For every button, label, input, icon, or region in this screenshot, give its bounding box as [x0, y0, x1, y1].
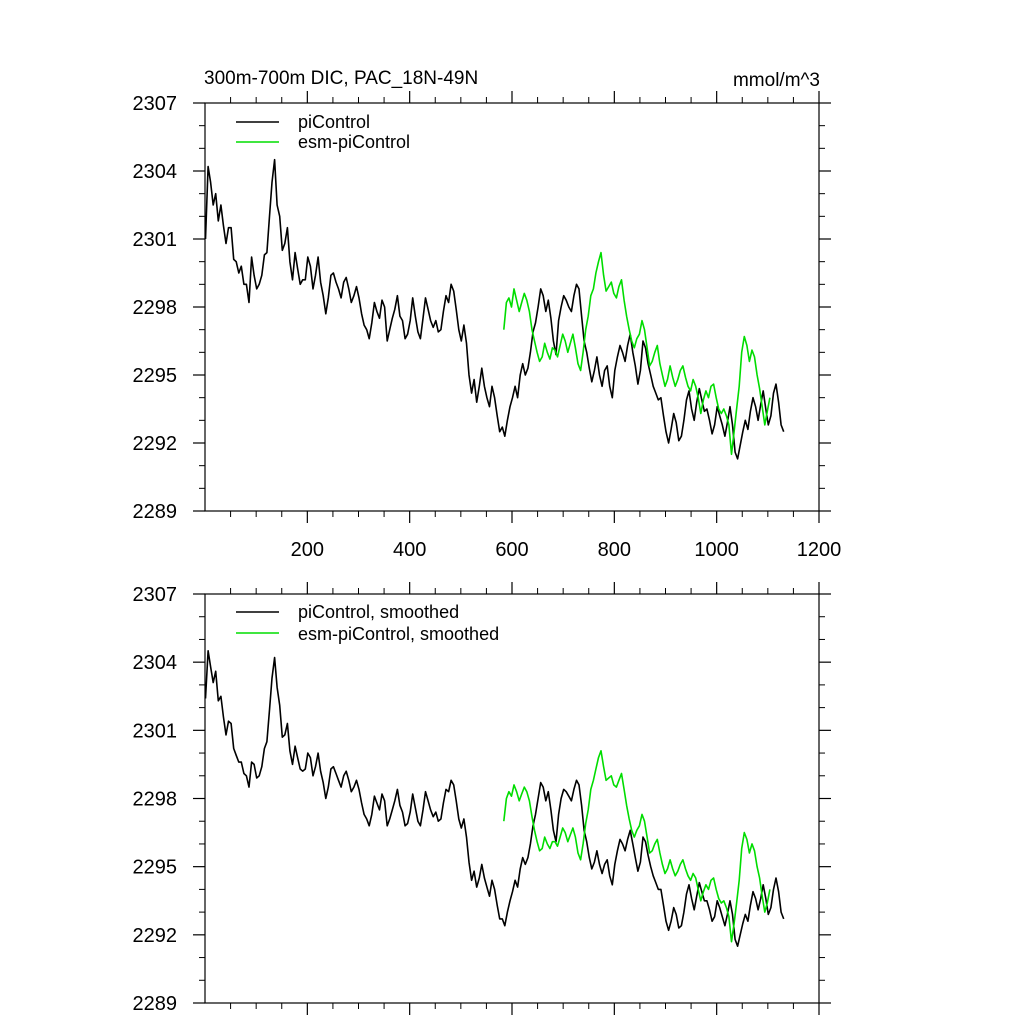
series-line-esm-picontrol-smoothed: [503, 749, 771, 943]
y-tick-label: 2304: [133, 161, 178, 183]
x-tick-label: 1200: [797, 539, 842, 561]
y-tick-label: 2307: [133, 93, 178, 115]
plot-frame: [204, 593, 820, 1004]
axes: 2289 2292 2295 2298 2301 2304 2307: [133, 582, 831, 1015]
chart-title: 300m-700m DIC, PAC_18N-49N: [204, 68, 478, 89]
y-tick-label: 2289: [133, 993, 178, 1015]
y-tick-label: 2295: [133, 365, 178, 387]
bottom-panel: 2289 2292 2295 2298 2301 2304 2307 piControl, …: [133, 582, 831, 1015]
top-panel: 300m-700m DIC, PAC_18N-49N mmol/m^3 2289…: [133, 68, 842, 561]
series-line-esm-picontrol: [503, 251, 771, 456]
y-tick-label: 2292: [133, 925, 178, 947]
y-tick-label: 2295: [133, 857, 178, 879]
legend-label-esm-picontrol: esm-piControl: [298, 132, 410, 152]
y-tick-label: 2298: [133, 789, 178, 811]
legend-label-esm-picontrol-smoothed: esm-piControl, smoothed: [298, 624, 499, 644]
x-tick-label: 400: [393, 539, 426, 561]
y-tick-label: 2298: [133, 297, 178, 319]
x-tick-label: 1000: [694, 539, 739, 561]
y-tick-label: 2301: [133, 720, 178, 742]
axes: 2289 2292 2295 2298 2301 2304 2307 200 400 600 800…: [133, 91, 842, 561]
series-line-picontrol-smoothed: [204, 649, 785, 948]
legend-label-picontrol-smoothed: piControl, smoothed: [298, 602, 459, 622]
y-tick-label: 2307: [133, 584, 178, 606]
units-label: mmol/m^3: [733, 70, 820, 91]
x-tick-label: 600: [495, 539, 528, 561]
y-tick-label: 2301: [133, 229, 178, 251]
y-tick-label: 2304: [133, 652, 178, 674]
series-line-picontrol: [204, 158, 785, 460]
series-layer: [204, 158, 785, 460]
legend: piControl, smoothed esm-piControl, smoot…: [236, 602, 499, 644]
legend-label-picontrol: piControl: [298, 112, 370, 132]
x-tick-label: 200: [291, 539, 324, 561]
x-tick-label: 800: [598, 539, 631, 561]
y-tick-label: 2292: [133, 433, 178, 455]
series-layer: [204, 649, 785, 948]
legend: piControl esm-piControl: [236, 112, 410, 152]
y-tick-label: 2289: [133, 501, 178, 523]
